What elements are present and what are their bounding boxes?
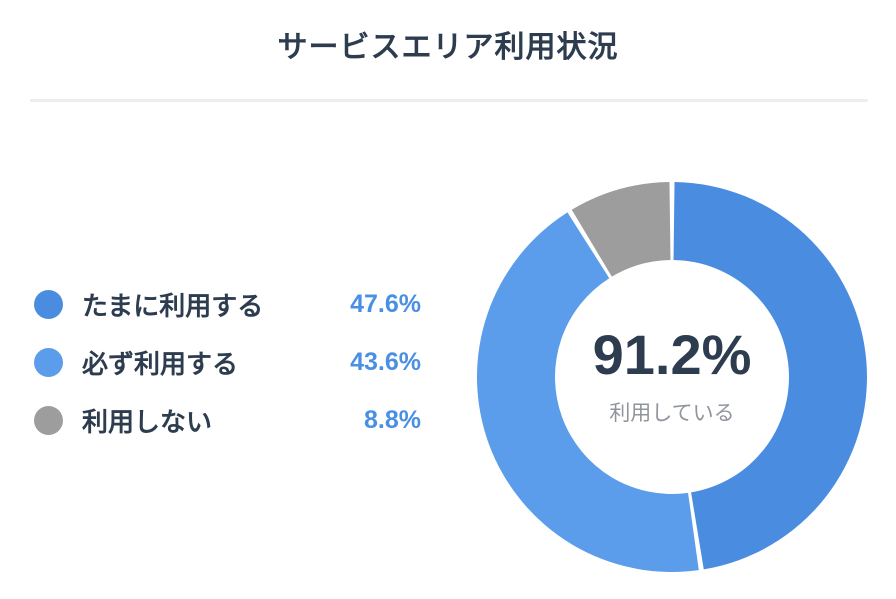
legend-item: たまに利用する 47.6% [34, 290, 421, 321]
legend-item: 必ず利用する 43.6% [34, 348, 421, 379]
legend-swatch [34, 348, 63, 377]
legend-label: 利用しない [82, 407, 213, 437]
legend-swatch [34, 406, 63, 435]
donut-svg [477, 182, 867, 572]
legend-swatch [34, 290, 63, 319]
legend-value: 43.6% [350, 348, 421, 376]
donut-segment [477, 212, 699, 572]
legend: たまに利用する 47.6% 必ず利用する 43.6% 利用しない 8.8% [34, 290, 421, 437]
donut-segment [571, 182, 671, 277]
legend-label: たまに利用する [82, 291, 264, 321]
legend-label: 必ず利用する [82, 349, 239, 379]
donut-segment [673, 182, 867, 570]
chart-title: サービスエリア利用状況 [277, 31, 619, 64]
legend-item: 利用しない 8.8% [34, 406, 421, 437]
donut-chart: 91.2% 利用している [477, 182, 867, 572]
legend-value: 47.6% [350, 290, 421, 318]
title-divider [30, 99, 868, 102]
legend-value: 8.8% [364, 406, 421, 434]
